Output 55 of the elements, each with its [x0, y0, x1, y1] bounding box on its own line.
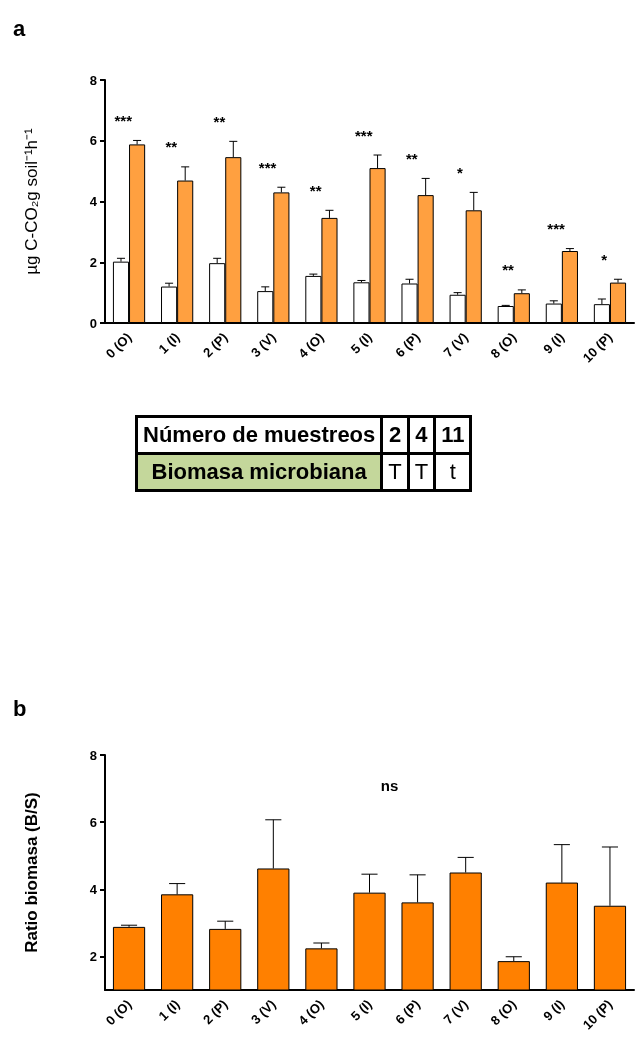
y-tick-label: 8 [89, 72, 97, 88]
x-tick-label: 0 (O) [102, 329, 135, 362]
text: T [408, 453, 435, 491]
x-tick-label: 5 (I) [347, 996, 375, 1024]
text: Biomasa microbiana [136, 453, 382, 491]
x-tick-label: 6 (P) [392, 996, 423, 1028]
x-tick-label: 1 (I) [155, 329, 183, 357]
x-tick-label: 4 (O) [295, 329, 327, 362]
x-tick-label: 8 (O) [487, 329, 520, 362]
annotation: ** [502, 261, 514, 279]
x-tick-label: 10 (P) [579, 996, 616, 1033]
annotation: *** [547, 220, 566, 238]
x-tick-label: 2 (P) [200, 329, 231, 361]
chart-title: b [13, 695, 27, 721]
annotation: * [601, 250, 608, 268]
x-tick-label: 3 (V) [248, 996, 279, 1028]
y-tick-label: 8 [89, 747, 97, 763]
x-tick-label: 1 (I) [155, 996, 183, 1024]
y-axis-title: Ratio biomasa (B/S) [22, 792, 41, 953]
text: 2 [381, 416, 409, 454]
y-tick-label: 4 [89, 194, 98, 209]
text: Número de muestreos [136, 416, 382, 454]
y-tick-label: 6 [89, 814, 97, 830]
text: T [381, 453, 409, 491]
x-tick-label: 4 (O) [295, 996, 327, 1029]
x-tick-label: 7 (V) [440, 996, 471, 1028]
x-tick-label: 9 (I) [540, 329, 568, 357]
x-tick-label: 0 (O) [102, 996, 135, 1029]
annotation: * [456, 163, 463, 181]
y-tick-label: 2 [89, 948, 97, 964]
annotation: ns [380, 776, 399, 794]
y-axis-title: µg C-CO₂g soil⁻¹h⁻¹ [22, 127, 41, 275]
x-tick-label: 2 (P) [200, 996, 231, 1028]
x-tick-label: 8 (O) [487, 996, 520, 1029]
annotation: ** [213, 112, 226, 130]
annotation: ** [309, 181, 322, 199]
y-tick-label: 4 [89, 881, 98, 897]
chart-title: a [13, 15, 26, 41]
x-tick-label: 10 (P) [579, 329, 616, 366]
text: t [434, 453, 471, 491]
y-tick-label: 6 [89, 133, 97, 149]
x-tick-label: 7 (V) [440, 329, 471, 361]
x-tick-label: 9 (I) [540, 996, 568, 1024]
annotation: *** [114, 111, 133, 129]
annotation: ** [165, 138, 178, 156]
text: 4 [408, 416, 435, 454]
annotation: ** [405, 149, 418, 167]
annotation: *** [258, 158, 277, 176]
y-tick-label: 2 [89, 254, 97, 270]
x-tick-label: 5 (I) [347, 329, 375, 357]
y-tick-label: 0 [89, 315, 97, 331]
x-tick-label: 3 (V) [248, 329, 279, 361]
x-tick-label: 6 (P) [392, 329, 423, 361]
text: 11 [434, 416, 471, 454]
annotation: *** [354, 126, 373, 144]
